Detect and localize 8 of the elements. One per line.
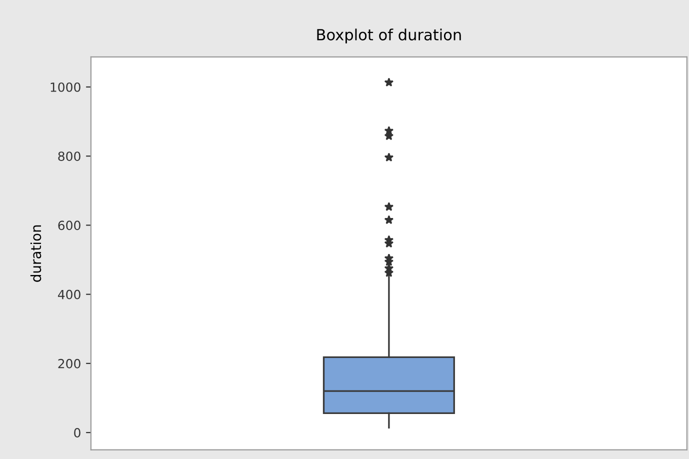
y-axis-title: duration <box>30 225 42 282</box>
y-tick-label: 200 <box>58 358 80 368</box>
y-tick-label: 1000 <box>50 82 80 92</box>
y-tick-label: 400 <box>58 290 80 300</box>
y-tick-label: 0 <box>74 428 80 438</box>
chart-title: Boxplot of duration <box>317 28 461 44</box>
y-tick-label: 600 <box>58 220 80 230</box>
y-tick-label: 800 <box>58 152 80 162</box>
